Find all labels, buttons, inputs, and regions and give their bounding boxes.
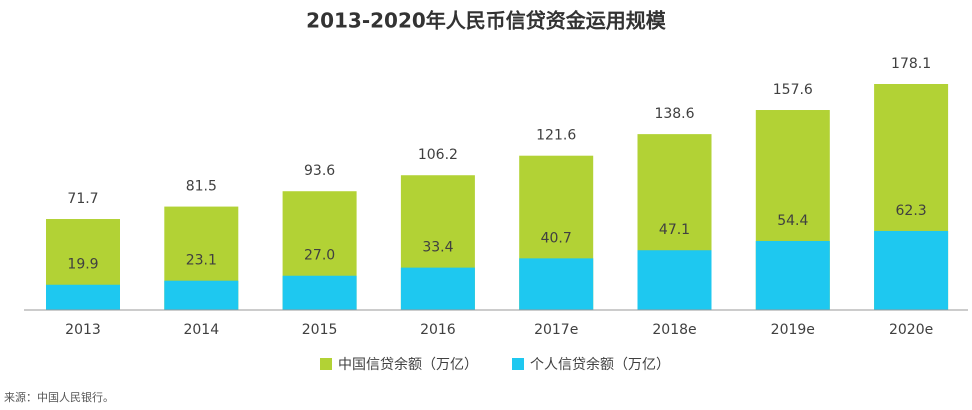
bar: [282, 275, 357, 310]
x-tick-label: 2014: [183, 322, 219, 338]
data-label: 71.7: [67, 191, 98, 207]
x-tick-label: 2013: [65, 322, 101, 338]
data-label: 40.7: [541, 230, 572, 246]
legend-swatch: [512, 358, 524, 370]
chart-title: 2013-2020年人民币信贷资金运用规模: [306, 9, 667, 33]
legend-label: 中国信贷余额（万亿）: [338, 356, 478, 373]
bar: [755, 240, 830, 310]
data-label: 93.6: [304, 163, 335, 179]
x-tick-label: 2017e: [534, 322, 578, 338]
data-label: 106.2: [418, 147, 458, 163]
bar: [46, 284, 120, 310]
bar: [519, 258, 594, 310]
legend-label: 个人信贷余额（万亿）: [530, 356, 670, 373]
source-note: 来源：中国人民银行。: [4, 390, 114, 404]
bar: [400, 267, 475, 310]
data-label: 23.1: [186, 253, 217, 269]
data-label: 19.9: [67, 257, 98, 273]
data-label: 47.1: [659, 222, 690, 238]
data-label: 121.6: [536, 128, 576, 144]
data-label: 62.3: [896, 203, 927, 219]
x-tick-label: 2020e: [889, 322, 933, 338]
data-label: 81.5: [186, 179, 217, 195]
x-tick-label: 2019e: [771, 322, 815, 338]
data-label: 27.0: [304, 248, 335, 264]
legend-swatch: [320, 358, 332, 370]
data-label: 54.4: [777, 213, 808, 229]
bar: [637, 250, 712, 310]
data-label: 157.6: [773, 82, 813, 98]
bar: [164, 280, 239, 310]
data-label: 138.6: [654, 106, 694, 122]
bar: [874, 230, 949, 310]
data-label: 178.1: [891, 56, 931, 72]
x-tick-label: 2016: [420, 322, 456, 338]
data-label: 33.4: [422, 240, 453, 256]
x-tick-label: 2015: [302, 322, 338, 338]
x-tick-label: 2018e: [652, 322, 696, 338]
